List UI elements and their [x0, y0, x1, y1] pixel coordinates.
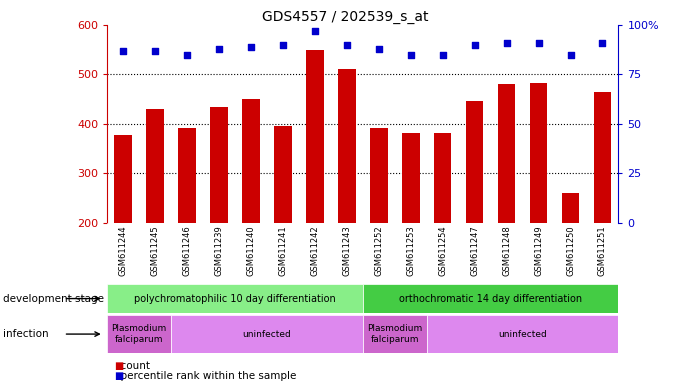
- Bar: [306, 50, 323, 223]
- Text: GSM611243: GSM611243: [342, 226, 351, 276]
- Text: GSM611250: GSM611250: [566, 226, 575, 276]
- Bar: [178, 128, 196, 223]
- Bar: [363, 284, 618, 313]
- Bar: [171, 315, 363, 353]
- Text: GSM611241: GSM611241: [278, 226, 287, 276]
- Text: uninfected: uninfected: [243, 329, 292, 339]
- Bar: [427, 315, 618, 353]
- Text: infection: infection: [3, 329, 49, 339]
- Bar: [242, 99, 260, 223]
- Text: orthochromatic 14 day differentiation: orthochromatic 14 day differentiation: [399, 293, 583, 304]
- Bar: [210, 106, 228, 223]
- Text: Plasmodium
falciparum: Plasmodium falciparum: [367, 324, 422, 344]
- Point: [341, 42, 352, 48]
- Point: [501, 40, 512, 46]
- Bar: [338, 70, 356, 223]
- Point: [597, 40, 608, 46]
- Text: ■: ■: [114, 371, 123, 381]
- Text: Plasmodium
falciparum: Plasmodium falciparum: [111, 324, 167, 344]
- Bar: [114, 135, 132, 223]
- Point: [565, 51, 576, 58]
- Point: [373, 46, 384, 52]
- Text: GSM611254: GSM611254: [438, 226, 447, 276]
- Text: GSM611248: GSM611248: [502, 226, 511, 276]
- Bar: [466, 101, 484, 223]
- Point: [182, 51, 193, 58]
- Text: GSM611242: GSM611242: [310, 226, 319, 276]
- Bar: [146, 109, 164, 223]
- Text: GSM611244: GSM611244: [119, 226, 128, 276]
- Point: [277, 42, 288, 48]
- Text: ■: ■: [114, 361, 123, 371]
- Bar: [370, 128, 388, 223]
- Point: [245, 44, 256, 50]
- Text: polychromatophilic 10 day differentiation: polychromatophilic 10 day differentiatio…: [134, 293, 336, 304]
- Bar: [107, 315, 171, 353]
- Bar: [107, 284, 363, 313]
- Bar: [274, 126, 292, 223]
- Text: GSM611249: GSM611249: [534, 226, 543, 276]
- Point: [469, 42, 480, 48]
- Point: [214, 46, 225, 52]
- Bar: [434, 133, 451, 223]
- Text: GSM611251: GSM611251: [598, 226, 607, 276]
- Text: count: count: [114, 361, 150, 371]
- Text: GSM611247: GSM611247: [470, 226, 479, 276]
- Point: [405, 51, 416, 58]
- Point: [533, 40, 544, 46]
- Text: GSM611245: GSM611245: [151, 226, 160, 276]
- Text: GSM611253: GSM611253: [406, 226, 415, 276]
- Text: GSM611240: GSM611240: [247, 226, 256, 276]
- Bar: [530, 83, 547, 223]
- Bar: [402, 133, 419, 223]
- Bar: [562, 193, 579, 223]
- Point: [117, 48, 129, 54]
- Text: development stage: development stage: [3, 293, 104, 304]
- Bar: [594, 92, 612, 223]
- Text: uninfected: uninfected: [498, 329, 547, 339]
- Point: [149, 48, 160, 54]
- Text: GSM611252: GSM611252: [375, 226, 384, 276]
- Text: GSM611246: GSM611246: [182, 226, 191, 276]
- Point: [310, 28, 321, 34]
- Text: GSM611239: GSM611239: [214, 226, 223, 276]
- Bar: [363, 315, 427, 353]
- Text: percentile rank within the sample: percentile rank within the sample: [114, 371, 296, 381]
- Point: [437, 51, 448, 58]
- Bar: [498, 84, 515, 223]
- Text: GDS4557 / 202539_s_at: GDS4557 / 202539_s_at: [263, 10, 428, 23]
